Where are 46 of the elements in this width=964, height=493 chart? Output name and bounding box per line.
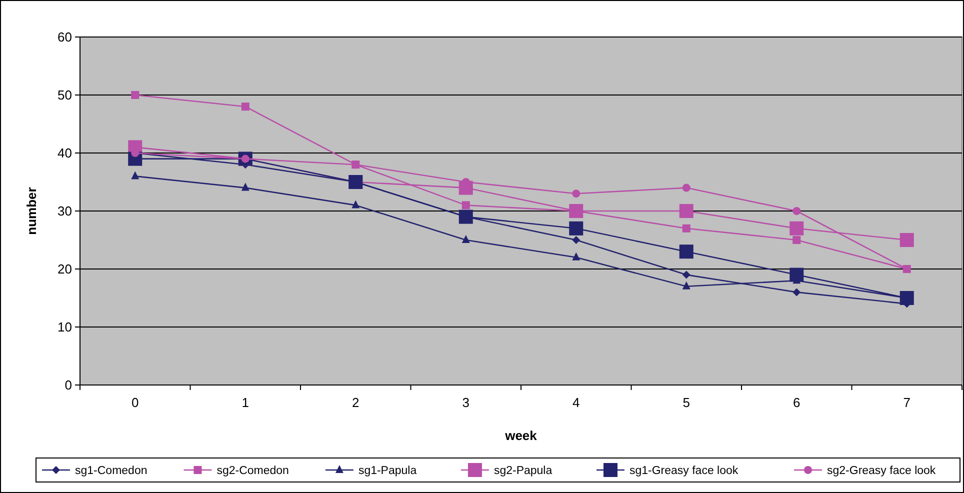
point <box>682 224 690 232</box>
y-tick-label: 40 <box>58 146 72 161</box>
point <box>682 270 690 279</box>
legend-label: sg1-Comedon <box>75 465 148 478</box>
point <box>462 235 470 243</box>
point <box>679 244 694 259</box>
x-tick-label: 0 <box>132 395 139 410</box>
point <box>790 221 804 236</box>
point <box>682 281 690 290</box>
point <box>569 221 584 236</box>
x-tick-label: 1 <box>242 395 249 410</box>
legend-label: sg2-Papula <box>494 465 553 478</box>
point <box>682 184 690 192</box>
y-tick-label: 30 <box>58 204 72 219</box>
point <box>792 207 801 215</box>
point <box>241 102 250 111</box>
y-tick-label: 60 <box>58 30 72 45</box>
y-axis-title: number <box>24 187 39 235</box>
point <box>352 200 360 208</box>
point <box>131 171 140 180</box>
point <box>462 201 470 210</box>
legend-label: sg2-Comedon <box>216 465 289 478</box>
point <box>131 91 140 99</box>
point <box>241 182 250 191</box>
x-tick-label: 4 <box>572 395 580 410</box>
point <box>792 236 801 244</box>
point <box>572 236 580 244</box>
x-tick-label: 7 <box>903 395 910 410</box>
point <box>792 288 801 296</box>
point <box>900 233 914 247</box>
legend-label: sg1-Papula <box>358 465 418 478</box>
x-tick-label: 3 <box>462 395 470 410</box>
point <box>790 268 804 282</box>
x-tick-label: 5 <box>682 395 690 410</box>
legend-label: sg1-Greasy face look <box>629 465 738 478</box>
point <box>572 252 580 260</box>
legend-label: sg2-Greasy face look <box>827 465 936 478</box>
x-tick-label: 6 <box>793 395 800 410</box>
x-axis-title: week <box>504 428 538 443</box>
point <box>679 204 694 218</box>
x-tick-label: 2 <box>352 395 360 410</box>
y-tick-label: 10 <box>58 320 72 335</box>
point <box>572 190 580 198</box>
y-tick-label: 0 <box>64 378 72 393</box>
y-tick-label: 20 <box>58 262 72 277</box>
y-tick-label: 50 <box>58 88 72 103</box>
